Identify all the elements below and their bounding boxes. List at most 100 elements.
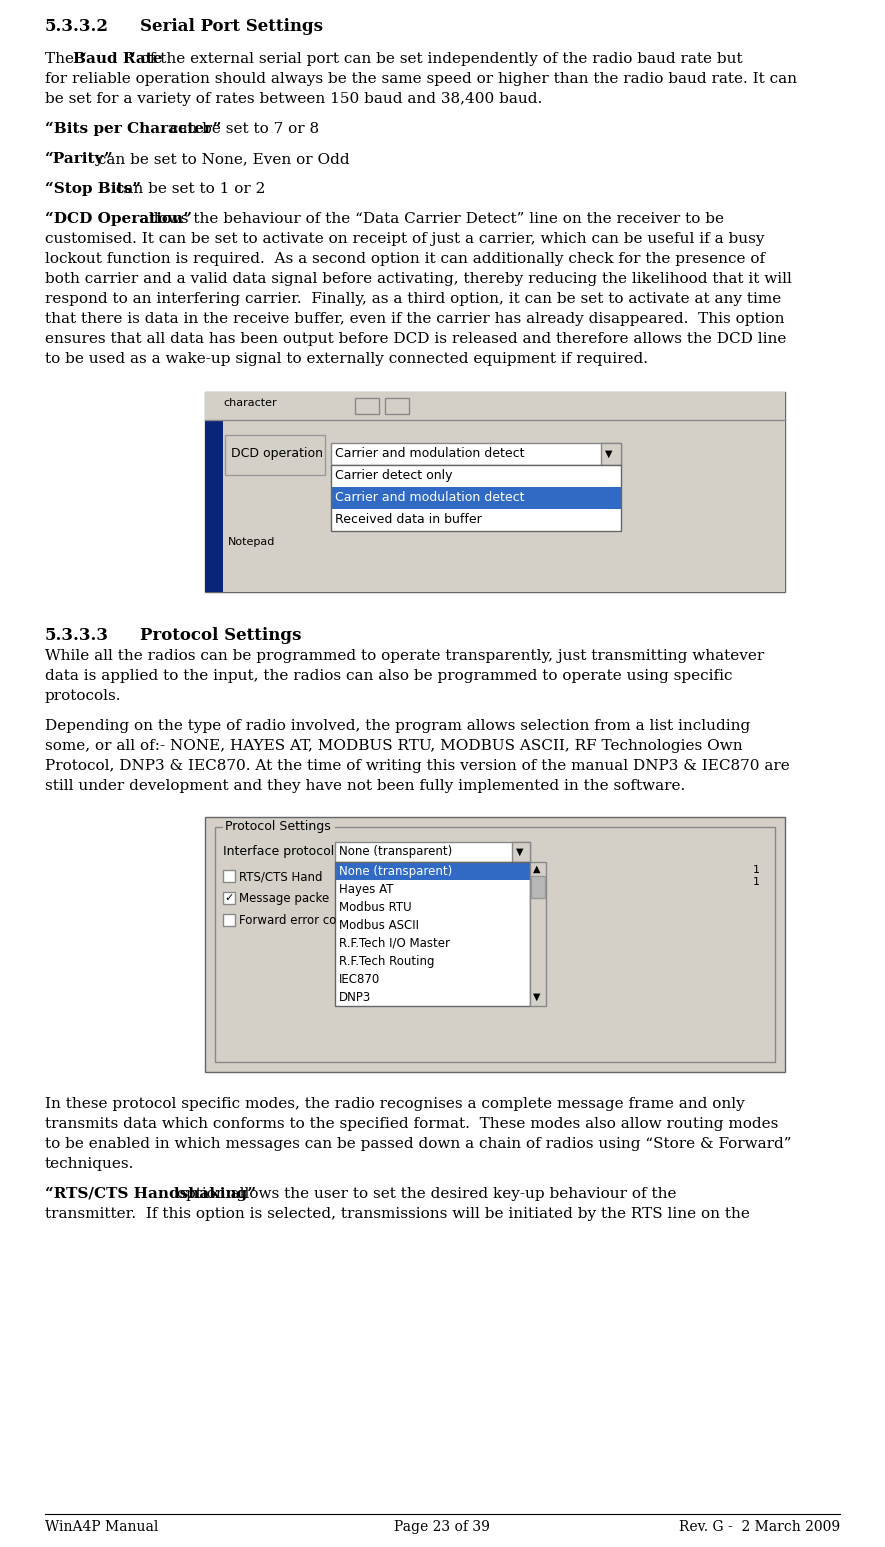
Text: Serial Port Settings: Serial Port Settings <box>140 19 323 36</box>
Text: R.F.Tech I/O Master: R.F.Tech I/O Master <box>339 937 450 950</box>
Text: can be set to None, Even or Odd: can be set to None, Even or Odd <box>93 152 350 166</box>
Text: In these protocol specific modes, the radio recognises a complete message frame : In these protocol specific modes, the ra… <box>45 1097 745 1111</box>
Bar <box>205 391 785 593</box>
Text: Carrier and modulation detect: Carrier and modulation detect <box>335 447 525 459</box>
Text: character: character <box>223 398 277 408</box>
Bar <box>205 391 785 419</box>
Bar <box>335 897 530 916</box>
Bar <box>335 842 530 862</box>
Text: “Bits per Character”: “Bits per Character” <box>45 122 221 136</box>
Text: to be used as a wake-up signal to externally connected equipment if required.: to be used as a wake-up signal to extern… <box>45 353 648 367</box>
Text: transmits data which conforms to the specified format.  These modes also allow r: transmits data which conforms to the spe… <box>45 1117 779 1131</box>
Text: Modbus RTU: Modbus RTU <box>339 900 412 914</box>
Text: respond to an interfering carrier.  Finally, as a third option, it can be set to: respond to an interfering carrier. Final… <box>45 292 781 306</box>
Bar <box>215 828 775 1061</box>
Bar <box>531 876 545 897</box>
Text: Carrier detect only: Carrier detect only <box>335 469 452 483</box>
Text: data is applied to the input, the radios can also be programmed to operate using: data is applied to the input, the radios… <box>45 668 733 682</box>
Bar <box>385 398 409 415</box>
Bar <box>223 893 235 903</box>
Bar <box>331 442 621 466</box>
Text: some, or all of:- NONE, HAYES AT, MODBUS RTU, MODBUS ASCII, RF Technologies Own: some, or all of:- NONE, HAYES AT, MODBUS… <box>45 739 743 753</box>
Text: Protocol Settings: Protocol Settings <box>225 820 331 832</box>
Bar <box>335 989 530 1006</box>
Bar <box>512 842 530 862</box>
Text: ▼: ▼ <box>533 992 541 1002</box>
Text: “Parity”: “Parity” <box>45 152 114 166</box>
Text: “Stop Bits”: “Stop Bits” <box>45 183 141 196</box>
Bar <box>335 862 530 880</box>
Text: While all the radios can be programmed to operate transparently, just transmitti: While all the radios can be programmed t… <box>45 650 765 664</box>
Text: 5.3.3.2: 5.3.3.2 <box>45 19 109 36</box>
Text: that there is data in the receive buffer, even if the carrier has already disapp: that there is data in the receive buffer… <box>45 312 784 326</box>
Text: DCD operation: DCD operation <box>231 447 323 459</box>
Bar <box>223 869 235 882</box>
Text: protocols.: protocols. <box>45 688 121 702</box>
Text: can be set to 7 or 8: can be set to 7 or 8 <box>165 122 319 136</box>
Text: ” of the external serial port can be set independently of the radio baud rate bu: ” of the external serial port can be set… <box>127 53 743 67</box>
Text: be set for a variety of rates between 150 baud and 38,400 baud.: be set for a variety of rates between 15… <box>45 91 543 107</box>
Bar <box>331 509 621 531</box>
Bar <box>225 435 325 475</box>
Text: option allows the user to set the desired key-up behaviour of the: option allows the user to set the desire… <box>172 1187 676 1200</box>
Text: “RTS/CTS Handshaking”: “RTS/CTS Handshaking” <box>45 1187 256 1202</box>
Text: Baud Rate: Baud Rate <box>73 53 162 67</box>
Text: transmitter.  If this option is selected, transmissions will be initiated by the: transmitter. If this option is selected,… <box>45 1207 750 1221</box>
Bar <box>601 442 621 466</box>
Bar <box>331 466 621 487</box>
Text: Message packe: Message packe <box>239 893 329 905</box>
Text: can be set to 1 or 2: can be set to 1 or 2 <box>111 183 266 196</box>
Text: to be enabled in which messages can be passed down a chain of radios using “Stor: to be enabled in which messages can be p… <box>45 1137 791 1151</box>
Text: None (transparent): None (transparent) <box>339 865 452 879</box>
Text: WinA4P Manual: WinA4P Manual <box>45 1521 158 1535</box>
Text: Hayes AT: Hayes AT <box>339 883 394 896</box>
Text: Interface protocol: Interface protocol <box>223 845 335 859</box>
Bar <box>331 487 621 509</box>
Text: ✓: ✓ <box>224 893 234 903</box>
Bar <box>223 419 785 593</box>
Bar <box>530 862 546 1006</box>
Text: Modbus ASCII: Modbus ASCII <box>339 919 419 931</box>
Text: still under development and they have not been fully implemented in the software: still under development and they have no… <box>45 780 685 794</box>
Bar <box>223 534 785 593</box>
Text: lockout function is required.  As a second option it can additionally check for : lockout function is required. As a secon… <box>45 252 766 266</box>
Bar <box>355 398 379 415</box>
Bar <box>205 419 223 593</box>
Bar <box>335 970 530 989</box>
Bar <box>223 914 235 927</box>
Text: Protocol Settings: Protocol Settings <box>140 627 302 644</box>
Text: ▼: ▼ <box>516 848 524 857</box>
Text: Carrier and modulation detect: Carrier and modulation detect <box>335 490 525 504</box>
Bar <box>335 880 530 897</box>
Bar <box>335 934 530 951</box>
Text: The “: The “ <box>45 53 87 67</box>
Bar <box>205 817 785 1072</box>
Text: Page 23 of 39: Page 23 of 39 <box>394 1521 490 1535</box>
Bar <box>335 951 530 970</box>
Text: Rev. G -  2 March 2009: Rev. G - 2 March 2009 <box>679 1521 840 1535</box>
Text: “DCD Operation”: “DCD Operation” <box>45 212 192 226</box>
Text: 5.3.3.3: 5.3.3.3 <box>45 627 109 644</box>
Text: for reliable operation should always be the same speed or higher than the radio : for reliable operation should always be … <box>45 73 797 87</box>
Bar <box>223 820 335 834</box>
Bar <box>335 916 530 934</box>
Text: Depending on the type of radio involved, the program allows selection from a lis: Depending on the type of radio involved,… <box>45 719 750 733</box>
Bar <box>331 466 621 531</box>
Bar <box>335 862 530 1006</box>
Text: None (transparent): None (transparent) <box>339 845 452 859</box>
Text: both carrier and a valid data signal before activating, thereby reducing the lik: both carrier and a valid data signal bef… <box>45 272 792 286</box>
Text: 1
1: 1 1 <box>753 865 760 886</box>
Text: customised. It can be set to activate on receipt of just a carrier, which can be: customised. It can be set to activate on… <box>45 232 765 246</box>
Text: ▼: ▼ <box>605 449 612 459</box>
Text: Protocol, DNP3 & IEC870. At the time of writing this version of the manual DNP3 : Protocol, DNP3 & IEC870. At the time of … <box>45 760 789 774</box>
Text: Received data in buffer: Received data in buffer <box>335 514 481 526</box>
Text: DNP3: DNP3 <box>339 992 371 1004</box>
Text: ▲: ▲ <box>533 865 541 874</box>
Text: allows the behaviour of the “Data Carrier Detect” line on the receiver to be: allows the behaviour of the “Data Carrie… <box>135 212 724 226</box>
Text: Notepad: Notepad <box>228 537 275 548</box>
Text: ensures that all data has been output before DCD is released and therefore allow: ensures that all data has been output be… <box>45 333 787 347</box>
Text: IEC870: IEC870 <box>339 973 381 985</box>
Text: techniques.: techniques. <box>45 1157 135 1171</box>
Text: R.F.Tech Routing: R.F.Tech Routing <box>339 954 435 968</box>
Text: RTS/CTS Hand: RTS/CTS Hand <box>239 869 322 883</box>
